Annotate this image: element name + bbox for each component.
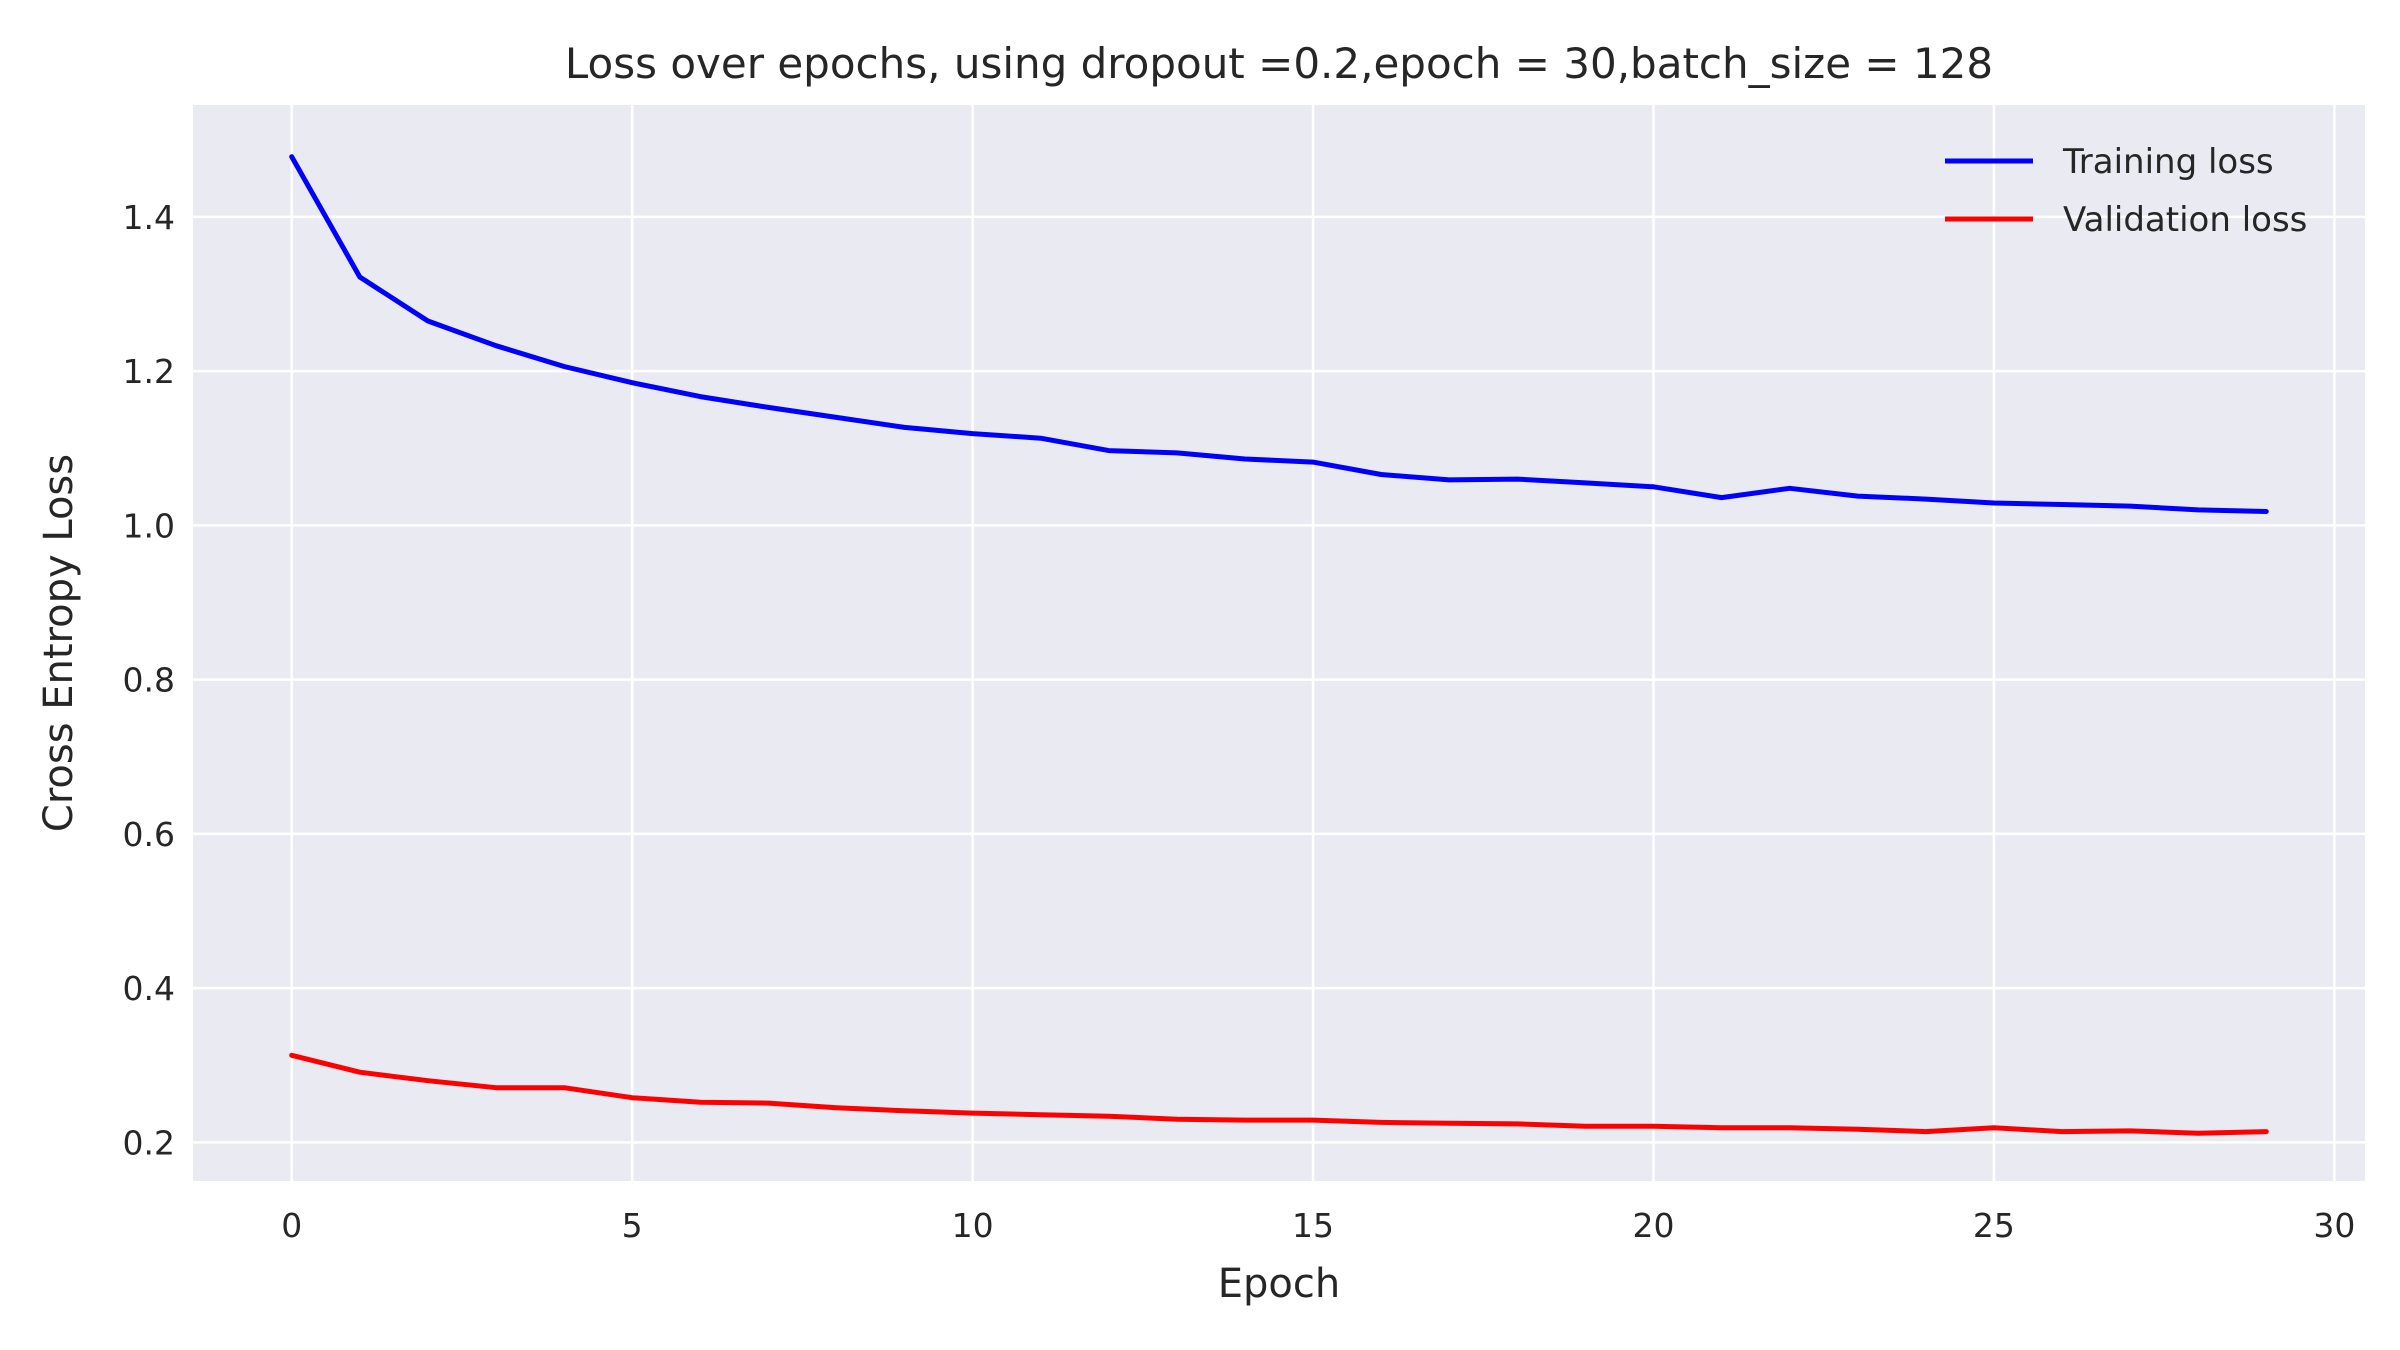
y-tick-label: 1.0	[123, 506, 175, 545]
y-tick-label: 0.8	[123, 661, 175, 700]
y-tick-labels: 0.2 0.4 0.6 0.8 1.0 1.2 1.4	[123, 198, 175, 1163]
x-tick-label: 10	[952, 1206, 994, 1245]
training-loss-line	[289, 154, 2269, 514]
legend: Training loss Validation loss	[1945, 142, 2307, 240]
x-axis-label: Epoch	[1218, 1261, 1340, 1307]
legend-label-validation: Validation loss	[2063, 200, 2307, 240]
x-gridlines	[290, 105, 2336, 1181]
x-tick-label: 25	[1973, 1206, 2015, 1245]
chart-title: Loss over epochs, using dropout =0.2,epo…	[565, 39, 1993, 88]
x-tick-labels: 0 5 10 15 20 25 30	[281, 1206, 2355, 1245]
y-tick-label: 0.4	[123, 969, 175, 1008]
plot-background	[193, 105, 2365, 1181]
x-tick-label: 0	[281, 1206, 302, 1245]
x-tick-label: 5	[622, 1206, 643, 1245]
x-tick-label: 20	[1632, 1206, 1674, 1245]
x-tick-label: 15	[1292, 1206, 1334, 1245]
y-tick-label: 1.2	[123, 352, 175, 391]
y-tick-label: 1.4	[123, 198, 175, 237]
series-lines	[289, 154, 2269, 1136]
validation-loss-line	[289, 1052, 2269, 1136]
legend-label-training: Training loss	[2062, 142, 2274, 182]
y-tick-label: 0.6	[123, 815, 175, 854]
y-axis-label: Cross Entropy Loss	[36, 454, 82, 832]
y-tick-label: 0.2	[123, 1123, 175, 1162]
x-tick-label: 30	[2313, 1206, 2355, 1245]
